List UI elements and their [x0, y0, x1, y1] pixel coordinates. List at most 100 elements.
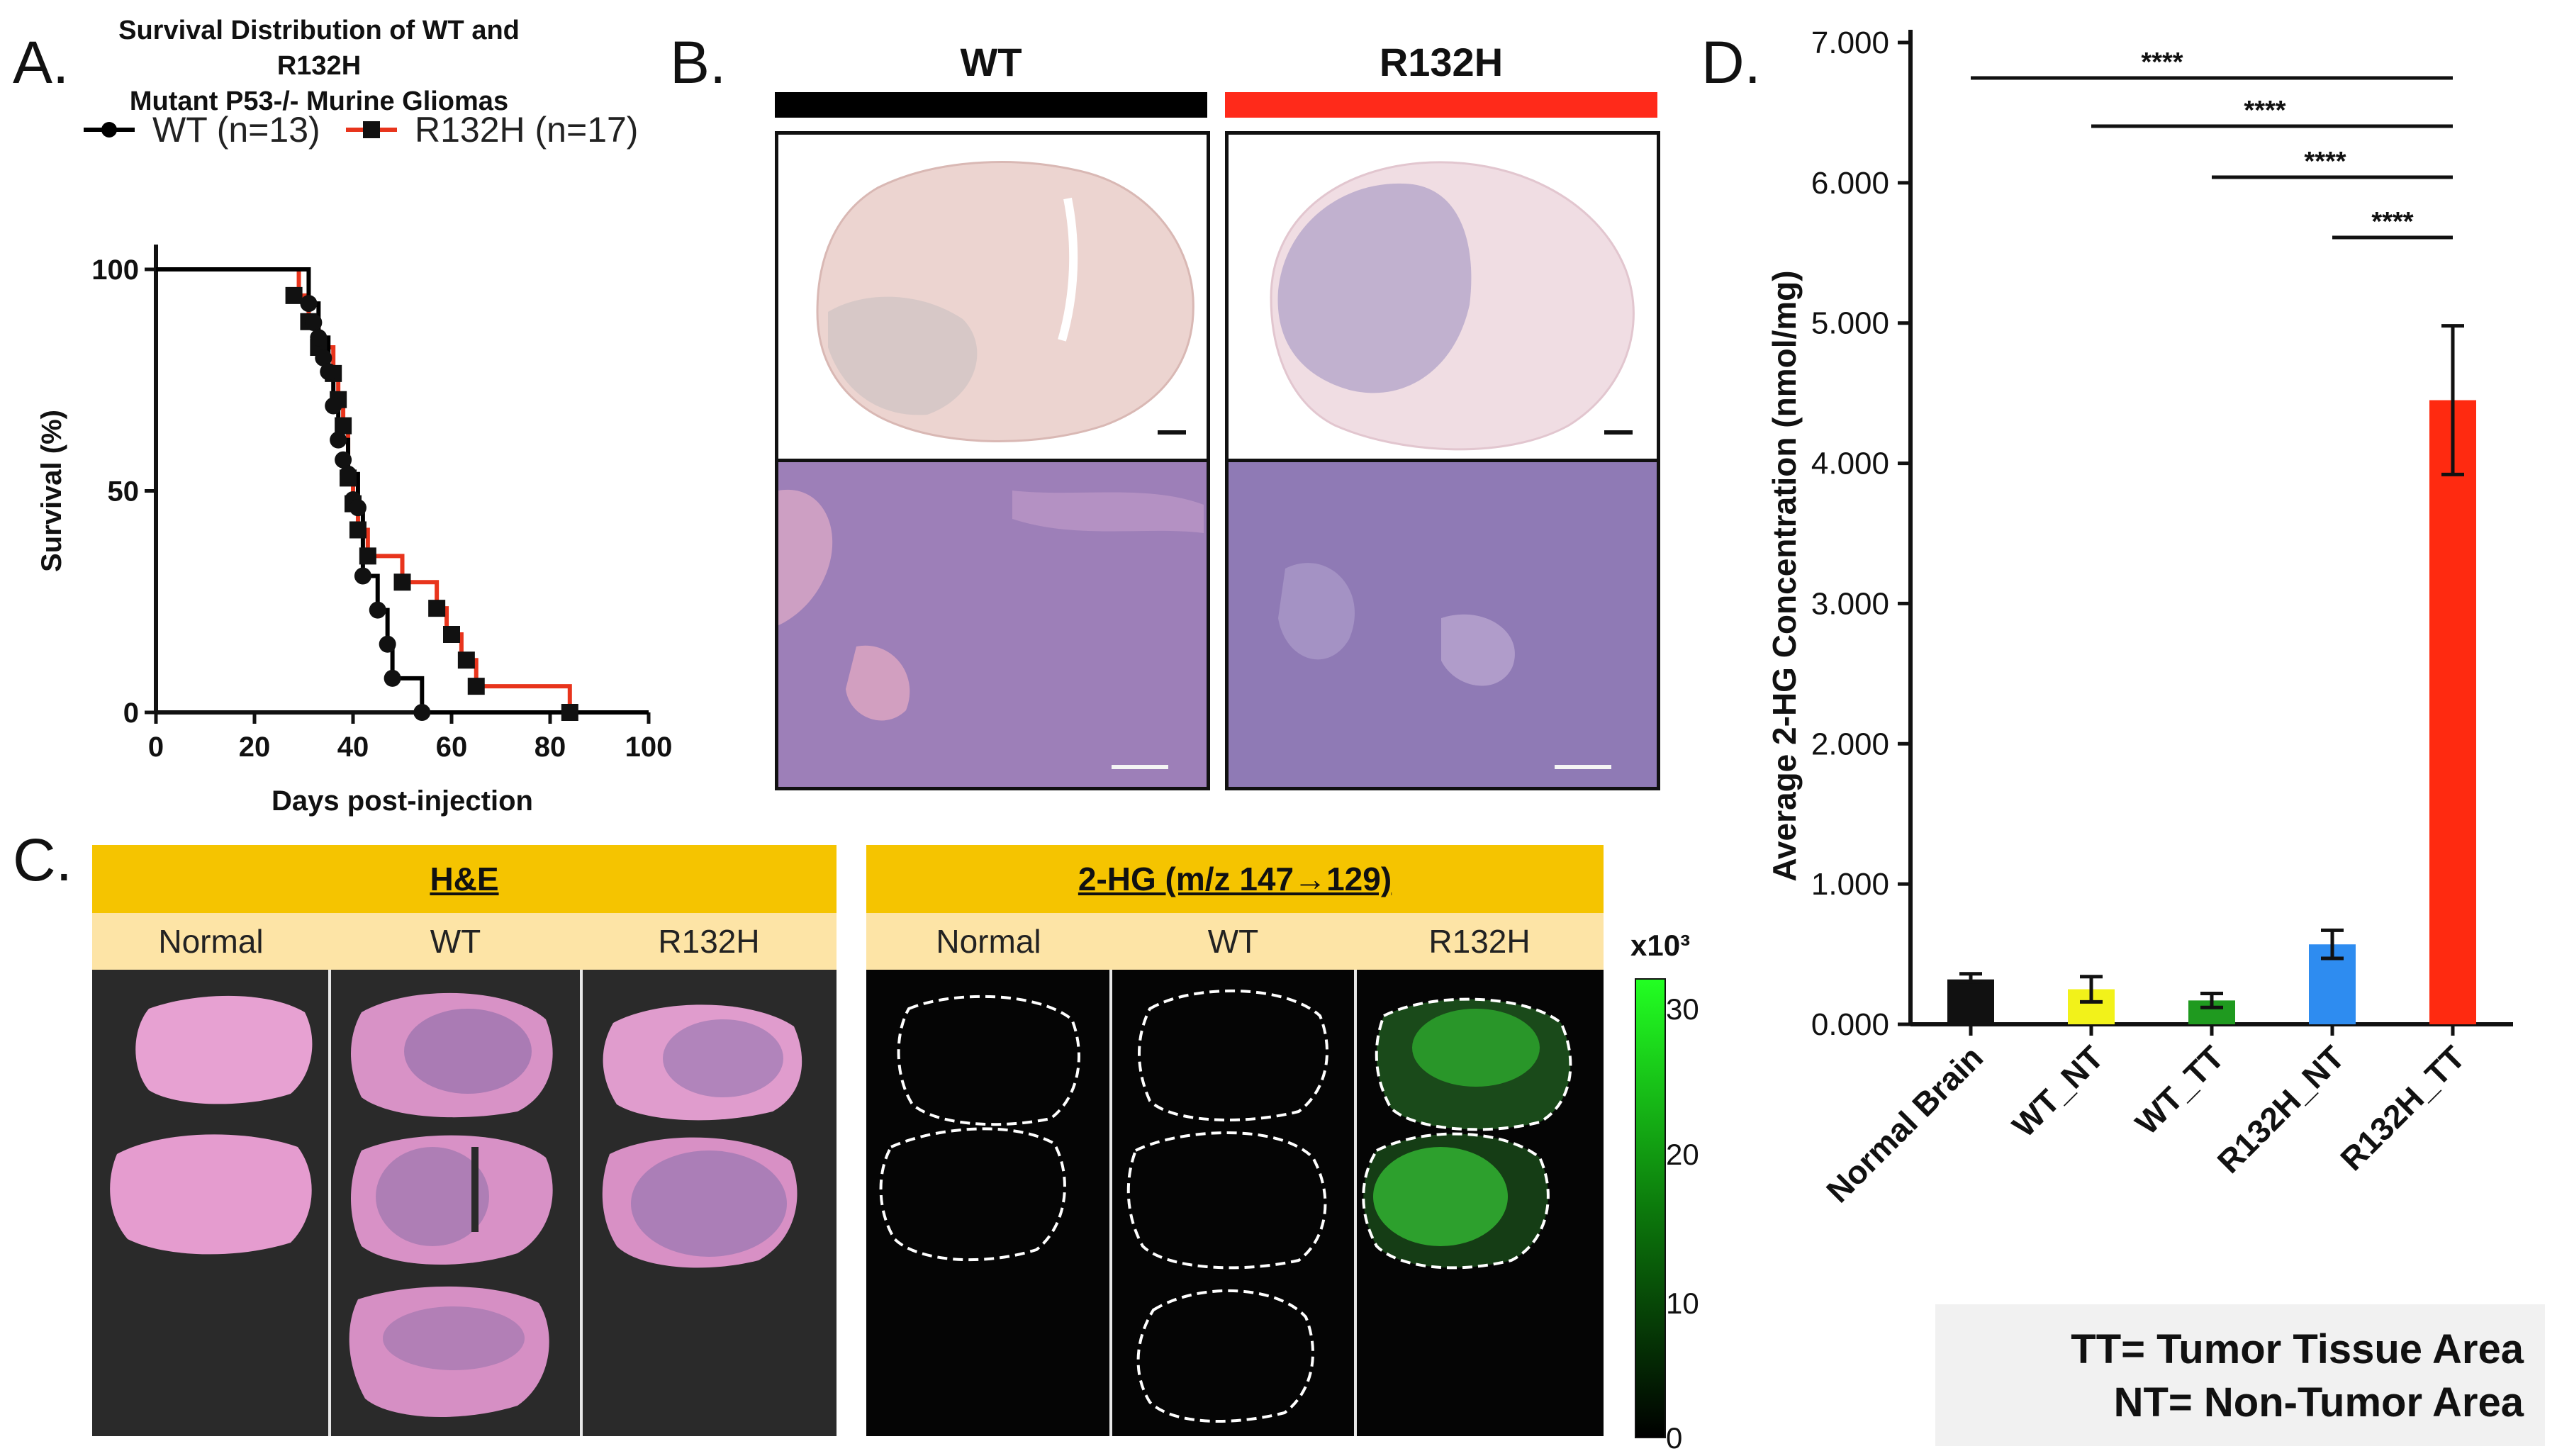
colorbar-tick-10: 10 [1666, 1287, 1699, 1321]
bar-y-axis-label: Average 2-HG Concentration (nmol/mg) [1766, 270, 1803, 881]
survival-point-wt [315, 349, 332, 366]
hg-image-area [866, 970, 1604, 1436]
b-wt-section-highmag [775, 459, 1210, 790]
he-tissue-sections [110, 970, 802, 1436]
he-col-header-row: Normal WT R132H [92, 913, 837, 970]
he-image-area [92, 970, 837, 1436]
survival-point-wt [354, 567, 371, 585]
b-col-wt-label: WT [960, 40, 1022, 84]
panel-b-letter: B. [670, 29, 727, 96]
survival-x-tick-label: 60 [436, 732, 468, 763]
hg-header: 2-HG (m/z 147→129) [866, 845, 1604, 913]
survival-x-tick-label: 20 [239, 732, 271, 763]
survival-point-wt [413, 704, 431, 721]
survival-point-r132h [428, 600, 446, 617]
survival-series-line-r132h [156, 267, 572, 712]
bar-y-tick-label: 2.000 [1811, 727, 1889, 761]
survival-point-wt [330, 431, 347, 449]
hg-maldi-images [879, 970, 1572, 1436]
hg-r132h-outline-2 [1362, 1132, 1550, 1270]
survival-y-axis-label: Survival (%) [36, 410, 67, 572]
survival-point-wt [325, 397, 342, 415]
bar-y-tick-label: 5.000 [1811, 306, 1889, 341]
survival-title-line1: Survival Distribution of WT and R132H [118, 16, 520, 81]
survival-point-wt [305, 314, 323, 331]
b-r132h-histology-image [1229, 462, 1657, 787]
bar-r132h-tt [2429, 400, 2476, 1024]
hg-col-header-row: Normal WT R132H [866, 913, 1604, 970]
survival-legend: WT (n=13) R132H (n=17) [78, 106, 645, 156]
hg-wt-outline-2 [1126, 1131, 1327, 1270]
b-wt-histology-image [778, 462, 1207, 787]
bar-y-tick-label: 3.000 [1811, 586, 1889, 621]
survival-x-tick-label: 0 [148, 732, 164, 763]
panel-a-letter: A. [13, 29, 69, 96]
he-col-normal: Normal [158, 923, 264, 960]
significance-label: **** [2304, 147, 2346, 177]
survival-point-r132h [359, 547, 376, 565]
survival-point-r132h [457, 651, 475, 669]
note-line-tt: TT= Tumor Tissue Area [2071, 1326, 2524, 1372]
hg-col-wt: WT [1207, 923, 1259, 960]
survival-point-wt [384, 669, 401, 687]
survival-x-tick-label: 80 [535, 732, 566, 763]
he-normal-section-2 [110, 1134, 312, 1255]
survival-legend-svg [84, 121, 397, 138]
bar-x-tick-label: WT_TT [2128, 1038, 2231, 1141]
survival-y-tick-label: 100 [91, 254, 139, 286]
survival-point-wt [340, 465, 357, 483]
legend-r132h-marker [363, 121, 380, 138]
survival-x-tick-label: 40 [337, 732, 369, 763]
survival-title-line2: Mutant P53-/- Murine Gliomas [129, 86, 509, 116]
survival-point-wt [335, 451, 352, 469]
legend-wt-label: WT (n=13) [152, 110, 320, 150]
colorbar [1635, 978, 1666, 1438]
b-r132h-brain-image [1270, 161, 1635, 451]
colorbar-tick-0-label: 0 [1666, 1421, 1683, 1455]
hg-wt-outline-1 [1138, 989, 1328, 1121]
b-wt-bar [775, 92, 1207, 118]
hg-header-label: 2-HG (m/z 147→129) [1078, 861, 1392, 897]
colorbar-tick-20: 20 [1666, 1138, 1699, 1172]
b-r132h-section-lowmag [1225, 131, 1660, 462]
he-normal-section-1 [135, 995, 313, 1104]
significance-label: **** [2141, 47, 2183, 77]
hg-wt-outline-3 [1136, 1289, 1314, 1423]
b-r132h-section-highmag [1225, 459, 1660, 790]
note-line-nt: NT= Non-Tumor Area [2113, 1379, 2524, 1426]
bar-x-tick-label: R132H_NT [2210, 1038, 2351, 1180]
he-col-wt: WT [430, 923, 481, 960]
b-wt-brain-image [816, 161, 1194, 442]
survival-point-wt [379, 635, 396, 653]
bar-x-tick-label: Normal Brain [1819, 1038, 1990, 1209]
survival-y-tick-label: 0 [123, 698, 139, 729]
colorbar-tick-0: 0 [1666, 1421, 1682, 1455]
bar-y-tick-label: 7.000 [1811, 26, 1889, 60]
survival-point-wt [310, 329, 328, 347]
survival-point-r132h [561, 704, 578, 721]
colorbar-label: x10³ [1630, 929, 1691, 962]
bar-y-tick-label: 1.000 [1811, 867, 1889, 902]
survival-point-r132h [467, 678, 485, 695]
survival-point-wt [369, 601, 386, 619]
survival-point-wt [320, 363, 337, 381]
bar-normal-brain [1947, 979, 1994, 1024]
survival-x-axis-label: Days post-injection [272, 785, 533, 817]
survival-point-r132h [335, 417, 352, 435]
colorbar-tick-10-label: 10 [1666, 1287, 1699, 1320]
bar-y-tick-label: 6.000 [1811, 166, 1889, 201]
survival-point-r132h [285, 286, 303, 304]
hg-r132h-outline-1 [1375, 997, 1572, 1131]
b-wt-section-lowmag [775, 131, 1210, 462]
abbreviation-note: TT= Tumor Tissue Area NT= Non-Tumor Area [1935, 1304, 2545, 1446]
survival-point-r132h [443, 626, 460, 643]
b-r132h-bar [1225, 92, 1657, 118]
legend-wt-marker [101, 122, 117, 138]
panel-c-letter: C. [13, 827, 72, 893]
hg-concentration-chart: 0.000 1.000 2.000 3.000 4.000 5.000 6.000 7.000… [1766, 26, 2513, 1209]
survival-point-wt [300, 295, 318, 313]
he-col-r132h: R132H [658, 923, 760, 960]
colorbar-tick-20-label: 20 [1666, 1138, 1699, 1171]
survival-point-r132h [349, 521, 367, 539]
significance-label: **** [2244, 96, 2285, 125]
